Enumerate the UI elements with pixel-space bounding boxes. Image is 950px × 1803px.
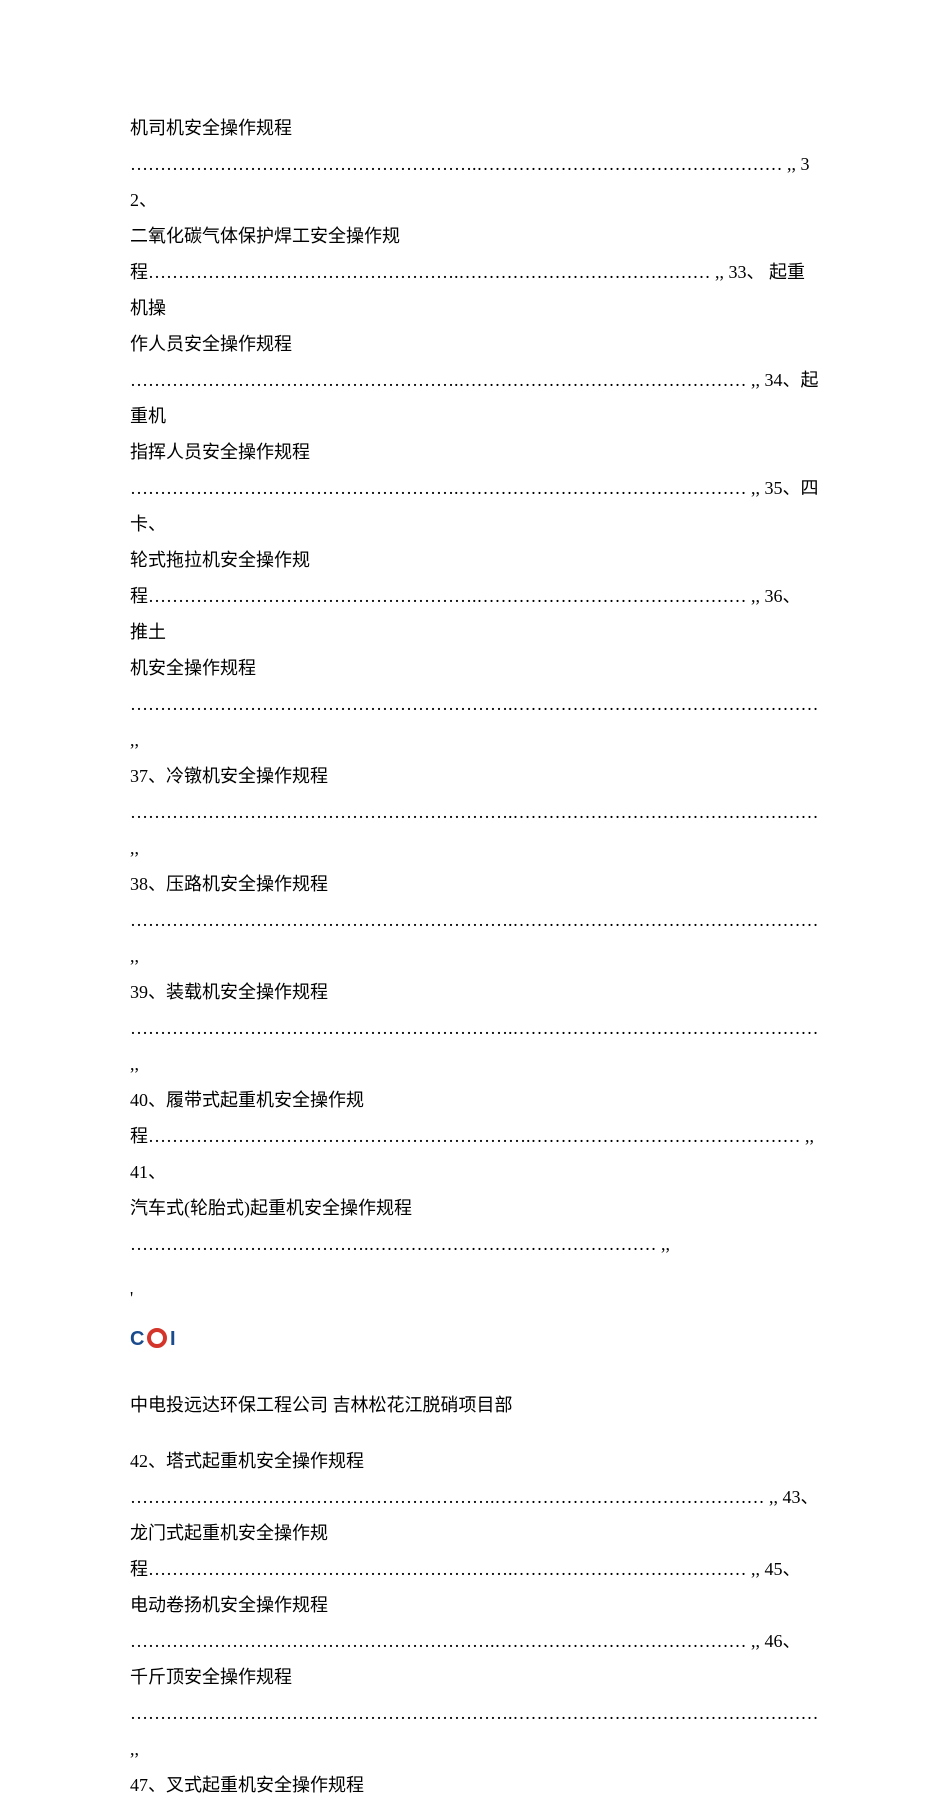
spacer bbox=[130, 1262, 820, 1280]
toc-entry: 38、压路机安全操作规程 bbox=[130, 866, 820, 902]
toc-entry: 二氧化碳气体保护焊工安全操作规 bbox=[130, 218, 820, 254]
toc-entry: 37、冷镦机安全操作规程 bbox=[130, 758, 820, 794]
toc-dots: ……………………………………………………….…………………………………………… … bbox=[130, 1695, 820, 1767]
toc-entry: 40、履带式起重机安全操作规 bbox=[130, 1082, 820, 1118]
toc-dots: ………………………………….………………………………………… ,, bbox=[130, 1226, 820, 1262]
toc-entry: 42、塔式起重机安全操作规程 bbox=[130, 1443, 820, 1479]
toc-dots: ……………………………………………………….…………………………………………… … bbox=[130, 794, 820, 866]
toc-dots: ……………………………………………….………………………………………… ,, 3… bbox=[130, 362, 820, 434]
toc-dots: 程……………………………………………………….……………………………………… ,… bbox=[130, 1118, 820, 1190]
toc-dots: 程……………………………………………….……………………………………… ,, 3… bbox=[130, 578, 820, 650]
toc-entry: 指挥人员安全操作规程 bbox=[130, 434, 820, 470]
toc-entry: 电动卷扬机安全操作规程 bbox=[130, 1587, 820, 1623]
toc-dots: 程…………………………………………………….………………………………… ,, 4… bbox=[130, 1551, 820, 1587]
toc-entry: 汽车式(轮胎式)起重机安全操作规程 bbox=[130, 1190, 820, 1226]
toc-entry: 39、装载机安全操作规程 bbox=[130, 974, 820, 1010]
svg-text:I: I bbox=[170, 1328, 176, 1350]
company-logo: C I bbox=[130, 1326, 820, 1362]
toc-entry: 龙门式起重机安全操作规 bbox=[130, 1515, 820, 1551]
toc-entry: 千斤顶安全操作规程 bbox=[130, 1659, 820, 1695]
toc-entry: 作人员安全操作规程 bbox=[130, 326, 820, 362]
toc-dots: ……………………………………………………….…………………………………………… … bbox=[130, 1010, 820, 1082]
toc-entry: 机安全操作规程 bbox=[130, 650, 820, 686]
toc-dots: ………………………………………………….…………………………………………… ,,… bbox=[130, 146, 820, 218]
toc-entry: 轮式拖拉机安全操作规 bbox=[130, 542, 820, 578]
toc-dots: …………………………………………………….……………………………………… ,, … bbox=[130, 1479, 820, 1515]
document-content: 机司机安全操作规程 ………………………………………………….…………………………… bbox=[130, 110, 820, 1803]
toc-dots: …………………………………………………….…………………………………… ,, 4… bbox=[130, 1623, 820, 1659]
svg-text:C: C bbox=[130, 1328, 144, 1350]
toc-entry: 机司机安全操作规程 bbox=[130, 110, 820, 146]
coi-logo-icon: C I bbox=[130, 1326, 184, 1350]
toc-entry: 47、叉式起重机安全操作规程 bbox=[130, 1767, 820, 1803]
toc-dots: ……………………………………………………….…………………………………………… … bbox=[130, 902, 820, 974]
toc-dots: ……………………………………………….………………………………………… ,, 3… bbox=[130, 470, 820, 542]
toc-dots: ……………………………………………………….…………………………………………… … bbox=[130, 686, 820, 758]
toc-dots: 程…………………………………………….…………………………………… ,, 33、… bbox=[130, 254, 820, 326]
quote-mark: ' bbox=[130, 1280, 820, 1316]
company-name: 中电投远达环保工程公司 吉林松花江脱硝项目部 bbox=[130, 1387, 820, 1423]
